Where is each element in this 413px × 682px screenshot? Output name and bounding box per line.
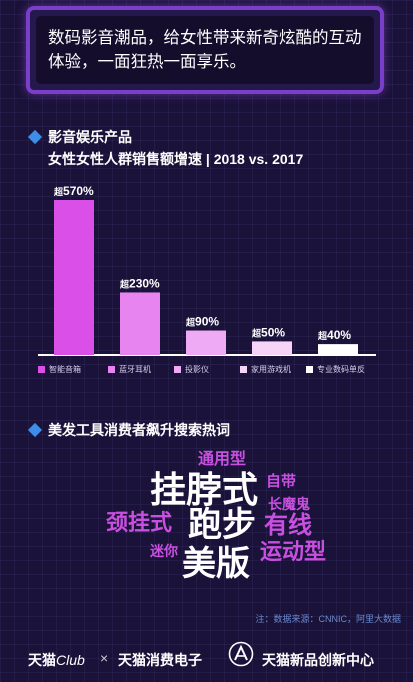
section2-title: 美发工具消费者飙升搜索热词 xyxy=(48,422,230,438)
chart-title: 女性女性人群销售额增速 | 2018 vs. 2017 xyxy=(48,151,304,167)
cloud-word-1: 挂脖式 xyxy=(150,469,259,510)
cloud-word-8: 美版 xyxy=(182,545,250,583)
bar-value-label-3: 超50% xyxy=(251,325,285,339)
cloud-word-2: 自带 xyxy=(266,473,297,490)
legend-swatch xyxy=(108,366,115,373)
brand1-main: 天猫 xyxy=(28,652,56,668)
data-source-note: 注：数据来源：CNNIC，阿里大数据 xyxy=(255,614,402,624)
banner-text: 数码影音潮品，给女性带来新奇炫酷的互动体验，一面狂热一面享乐。 xyxy=(48,29,362,71)
section2-header: 美发工具消费者飙升搜索热词 xyxy=(27,420,230,440)
bar-1 xyxy=(120,292,160,355)
cross-symbol: × xyxy=(100,650,109,666)
bar-3 xyxy=(252,341,292,355)
tmall-club-logo: 天猫Club xyxy=(28,650,85,670)
legend-item-4: 专业数码单反 xyxy=(306,364,372,375)
bar-0 xyxy=(54,200,94,355)
cloud-word-7: 迷你 xyxy=(150,543,178,559)
legend-swatch xyxy=(174,366,181,373)
legend-label: 智能音箱 xyxy=(49,365,81,374)
cloud-word-4: 颈挂式 xyxy=(106,510,173,535)
bar-value-label-2: 超90% xyxy=(185,315,219,329)
bar-4 xyxy=(318,344,358,355)
bar-value-label-4: 超40% xyxy=(317,328,351,342)
cloud-word-5: 跑步 xyxy=(188,506,256,544)
cloud-word-9: 运动型 xyxy=(260,539,327,564)
bar-chart: 超570% 超230% 超90% 超50% 超40% xyxy=(38,184,376,356)
chart-legend: 智能音箱 蓝牙耳机 投影仪 家用游戏机 专业数码单反 xyxy=(38,364,372,375)
legend-label: 专业数码单反 xyxy=(317,365,365,374)
cloud-word-3: 长魔鬼 xyxy=(268,496,310,512)
legend-swatch xyxy=(240,366,247,373)
bar-value-label-0: 超570% xyxy=(53,184,94,198)
legend-label: 家用游戏机 xyxy=(251,365,291,374)
bar-value-label-1: 超230% xyxy=(119,276,160,290)
banner: 数码影音潮品，给女性带来新奇炫酷的互动体验，一面狂热一面享乐。 xyxy=(26,6,384,94)
legend-swatch xyxy=(38,366,45,373)
legend-label: 投影仪 xyxy=(185,365,209,374)
cloud-word-6: 有线 xyxy=(264,512,312,539)
tmall-electronics-logo: 天猫消费电子 xyxy=(118,652,202,668)
section1-header: 影音娱乐产品 xyxy=(27,127,132,147)
legend-swatch xyxy=(306,366,313,373)
banner-inner: 数码影音潮品，给女性带来新奇炫酷的互动体验，一面狂热一面享乐。 xyxy=(36,16,374,84)
diamond-bullet-icon xyxy=(27,422,43,438)
section1-title: 影音娱乐产品 xyxy=(48,129,132,145)
brand1-club: Club xyxy=(56,652,85,668)
legend-label: 蓝牙耳机 xyxy=(119,365,151,374)
legend-item-0: 智能音箱 xyxy=(38,364,108,375)
triangle-a-logo-icon xyxy=(228,641,254,667)
legend-item-2: 投影仪 xyxy=(174,364,240,375)
tmall-innovation-center-logo: 天猫新品创新中心 xyxy=(262,652,374,668)
legend-item-1: 蓝牙耳机 xyxy=(108,364,174,375)
cloud-word-0: 通用型 xyxy=(198,451,247,468)
bar-2 xyxy=(186,330,226,355)
legend-item-3: 家用游戏机 xyxy=(240,364,306,375)
